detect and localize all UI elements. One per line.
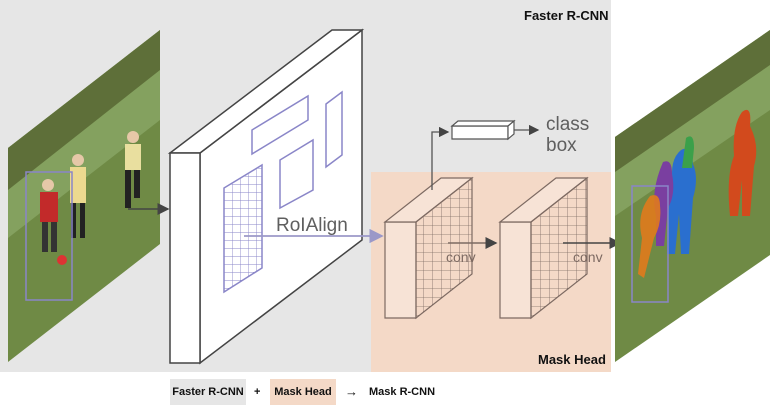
legend-faster-rcnn: Faster R-CNN (170, 379, 246, 405)
roi-proposals (251, 90, 343, 210)
class-box-branch-arrow (431, 126, 450, 190)
conv-block-1 (383, 176, 474, 320)
input-image (8, 30, 160, 362)
conv-label-2: conv (573, 249, 603, 265)
roialign-label: RoIAlign (276, 215, 348, 236)
roi-grid (223, 163, 263, 294)
class-label: class (546, 114, 589, 135)
legend-result: Mask R-CNN (369, 386, 436, 398)
legend-arrow: → (345, 384, 358, 399)
legend-mask-head: Mask Head (270, 379, 336, 405)
faster-rcnn-region-label: Faster R-CNN (524, 8, 609, 23)
output-image (615, 30, 770, 362)
box-label: box (546, 135, 577, 156)
fc-block (450, 119, 516, 141)
mask-head-region-label: Mask Head (538, 352, 606, 367)
conv-label-1: conv (446, 249, 476, 265)
conv-block-2 (498, 176, 589, 320)
legend-plus: + (254, 386, 261, 398)
